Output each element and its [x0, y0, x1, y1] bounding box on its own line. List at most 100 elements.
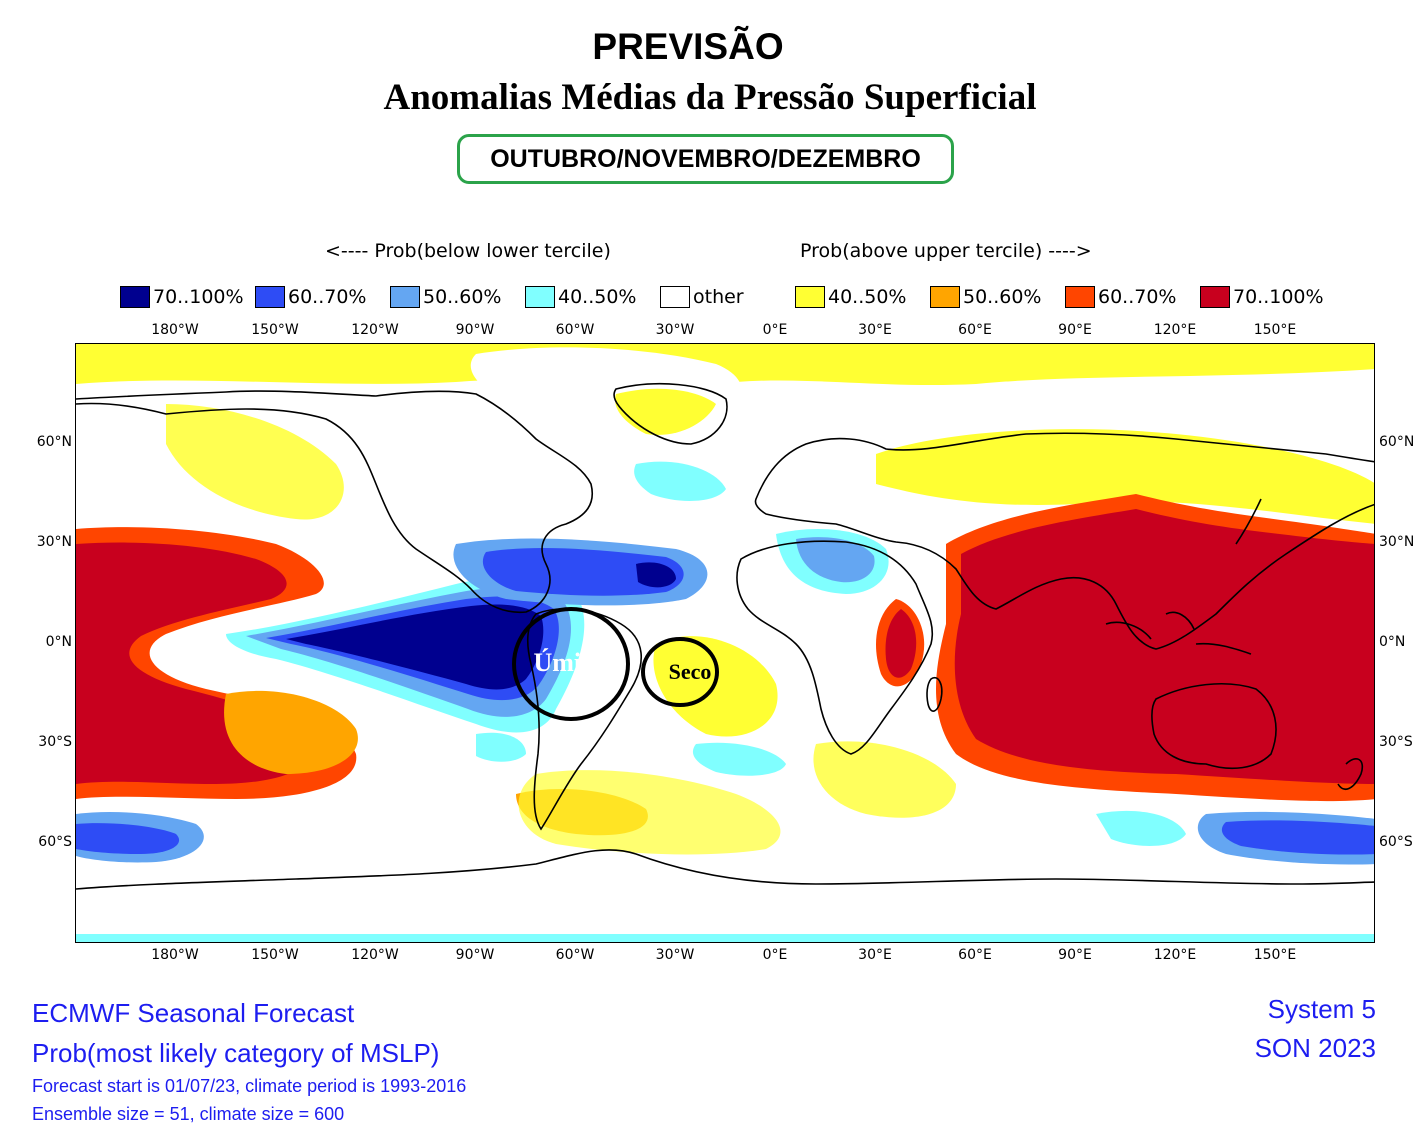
- legend-label: 40..50%: [558, 286, 637, 308]
- atlantic-darkblue-spot: [636, 562, 676, 588]
- longitude-tick-label: 0°E: [762, 322, 788, 338]
- legend-swatch: [390, 286, 420, 308]
- madagascar-coast: [926, 677, 943, 712]
- legend-swatch: [795, 286, 825, 308]
- antarctic-cyan-strip: [76, 934, 1374, 942]
- legend-label: 70..100%: [1233, 286, 1324, 308]
- longitude-tick-label: 90°W: [455, 322, 495, 338]
- latitude-tick-label: 30°N: [36, 534, 72, 550]
- longitude-tick-label: 30°E: [858, 322, 892, 338]
- legend-swatch: [120, 286, 150, 308]
- latitude-tick-label: 60°N: [1379, 434, 1415, 450]
- longitude-tick-label: 90°W: [455, 947, 495, 963]
- longitude-tick-label: 0°E: [762, 947, 788, 963]
- footer-system: System 5: [1267, 994, 1376, 1024]
- longitude-tick-label: 90°E: [1058, 322, 1092, 338]
- latitude-tick-label: 30°S: [38, 734, 72, 750]
- period-label: OUTUBRO/NOVEMBRO/DEZEMBRO: [490, 144, 921, 173]
- latitude-tick-label: 0°N: [45, 634, 72, 650]
- eurasia-coast: [754, 432, 1374, 650]
- longitude-tick-label: 30°W: [655, 947, 695, 963]
- legend-swatch: [255, 286, 285, 308]
- south-pacific-orange: [224, 690, 358, 774]
- footer-product: Prob(most likely category of MSLP): [32, 1038, 440, 1068]
- antarctica-coast: [76, 849, 1374, 890]
- longitude-tick-label: 120°E: [1153, 322, 1197, 338]
- legend-item: 60..70%: [1065, 285, 1177, 309]
- longitude-tick-label: 60°W: [555, 947, 595, 963]
- footer-source: ECMWF Seasonal Forecast: [32, 998, 355, 1028]
- legend-label: 50..60%: [963, 286, 1042, 308]
- latitude-tick-label: 60°N: [36, 434, 72, 450]
- greenland-coast: [613, 383, 728, 445]
- longitude-tick-label: 150°W: [251, 322, 299, 338]
- maritime-continent-coast: [1105, 611, 1252, 655]
- longitude-tick-label: 120°W: [351, 947, 399, 963]
- south-atlantic-yellow: [518, 770, 781, 855]
- map-subtitle: Anomalias Médias da Pressão Superficial: [383, 77, 1037, 118]
- longitude-tick-label: 180°W: [151, 322, 199, 338]
- new-zealand-coast: [1337, 758, 1364, 790]
- legend-swatch: [660, 286, 690, 308]
- forecast-map: Úmido Seco: [75, 343, 1375, 943]
- cyan-patch-2: [1096, 810, 1186, 846]
- africa-coast: [736, 540, 934, 755]
- longitude-tick-label: 60°W: [555, 322, 595, 338]
- caribbean-blue: [482, 547, 684, 596]
- east-pacific-darkblue: [286, 604, 544, 690]
- legend-item: 70..100%: [1200, 285, 1324, 309]
- latitude-tick-label: 30°N: [1379, 534, 1415, 550]
- wet-region-label: Úmido: [533, 648, 608, 677]
- cyan-patch-3: [634, 461, 726, 501]
- legend-label: 40..50%: [828, 286, 907, 308]
- longitude-tick-label: 60°E: [958, 947, 992, 963]
- longitude-tick-label: 150°E: [1253, 947, 1297, 963]
- latitude-tick-label: 30°S: [1379, 734, 1413, 750]
- southern-ocean-west-blue: [76, 823, 180, 854]
- map-canvas: Úmido Seco: [76, 344, 1374, 942]
- legend-item: 50..60%: [390, 285, 502, 309]
- legend-label: other: [693, 286, 744, 308]
- cyan-patch-1: [692, 742, 786, 776]
- east-africa-red: [885, 609, 917, 678]
- dry-region-circle: [641, 637, 719, 707]
- footer-season: SON 2023: [1254, 1033, 1376, 1063]
- longitude-tick-label: 150°W: [251, 947, 299, 963]
- legend-label: 60..70%: [288, 286, 367, 308]
- japan-coast: [1235, 498, 1262, 545]
- legend-swatch: [1065, 286, 1095, 308]
- arctic-yellow: [76, 344, 1374, 386]
- latitude-tick-label: 0°N: [1379, 634, 1406, 650]
- greenland-yellow: [615, 388, 716, 435]
- longitude-tick-label: 120°E: [1153, 947, 1197, 963]
- legend-label: 50..60%: [423, 286, 502, 308]
- south-indian-yellow: [813, 741, 956, 818]
- legend-label: 60..70%: [1098, 286, 1177, 308]
- legend-item: 70..100%: [120, 285, 244, 309]
- legend-item: other: [660, 285, 744, 309]
- legend-swatch: [930, 286, 960, 308]
- latitude-tick-label: 60°S: [1379, 834, 1413, 850]
- legend-item: 60..70%: [255, 285, 367, 309]
- eurasia-yellow: [876, 429, 1374, 524]
- longitude-tick-label: 90°E: [1058, 947, 1092, 963]
- longitude-tick-label: 180°W: [151, 947, 199, 963]
- southern-ocean-east-blue: [1221, 820, 1374, 855]
- latitude-tick-label: 60°S: [38, 834, 72, 850]
- wet-region-circle: [512, 607, 630, 721]
- legend-item: 50..60%: [930, 285, 1042, 309]
- north-africa-lightblue: [796, 537, 875, 583]
- australia-coast: [1151, 683, 1277, 770]
- longitude-tick-label: 30°E: [858, 947, 892, 963]
- south-america-coast: [526, 608, 642, 831]
- legend-swatch: [1200, 286, 1230, 308]
- north-pacific-yellow: [166, 404, 344, 520]
- map-title: PREVISÃO: [592, 26, 784, 67]
- longitude-tick-label: 150°E: [1253, 322, 1297, 338]
- footer-ensemble-size: Ensemble size = 51, climate size = 600: [32, 1104, 345, 1124]
- dry-region-label: Seco: [669, 659, 712, 684]
- legend-item: 40..50%: [795, 285, 907, 309]
- coastlines: [76, 383, 1374, 890]
- footer-forecast-start: Forecast start is 01/07/23, climate peri…: [32, 1076, 467, 1096]
- north-america-coast: [76, 390, 593, 614]
